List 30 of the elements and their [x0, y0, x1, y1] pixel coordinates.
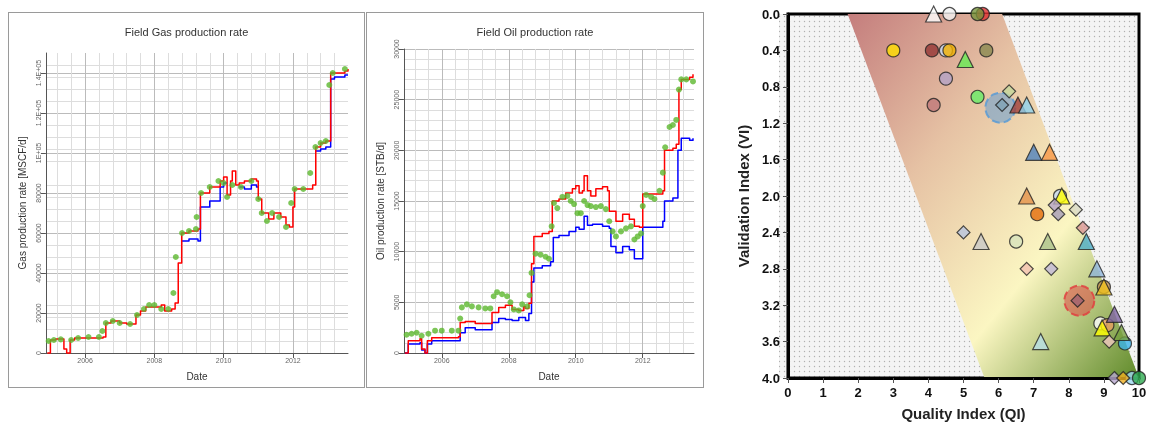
y-tick-label: 4.0 [761, 370, 780, 386]
y-tick-label: 0.4 [761, 42, 781, 58]
x-axis-title: Date [538, 370, 560, 382]
y-tick-label: 1.2 [761, 115, 780, 131]
y-axis-title: Validation Index (VI) [735, 124, 752, 268]
x-tick-label: 0 [784, 385, 792, 400]
y-tick-label: 0.0 [761, 6, 780, 22]
x-tick-label: 5 [959, 385, 968, 400]
x-axis-title: Date [186, 370, 208, 382]
y-tick-label: 0.8 [761, 79, 780, 95]
x-tick-label: 1 [819, 385, 827, 400]
y-tick-label: 3.6 [761, 334, 780, 350]
y-axis-title: Gas production rate [MSCF/d] [16, 136, 28, 270]
y-tick-label: 2.4 [761, 224, 781, 240]
y-axis-title: Oil production rate [STB/d] [374, 141, 386, 260]
x-tick-label: 6 [994, 385, 1003, 400]
x-axis-title: Quality Index (QI) [901, 405, 1026, 422]
y-tick-label: 2.8 [761, 261, 780, 277]
x-tick-label: 8 [1065, 385, 1073, 400]
x-tick-label: 9 [1100, 385, 1108, 400]
y-tick-label: 1.6 [761, 152, 780, 168]
x-tick-label: 3 [889, 385, 897, 400]
x-tick-label: 4 [924, 385, 933, 400]
x-tick-label: 7 [1030, 385, 1038, 400]
chart-title: Field Gas production rate [124, 25, 249, 38]
y-tick-label: 2.0 [761, 188, 780, 204]
y-tick-label: 3.2 [761, 297, 780, 313]
x-tick-label: 10 [1131, 385, 1147, 400]
x-tick-label: 2 [854, 385, 862, 400]
chart-title: Field Oil production rate [476, 25, 594, 38]
